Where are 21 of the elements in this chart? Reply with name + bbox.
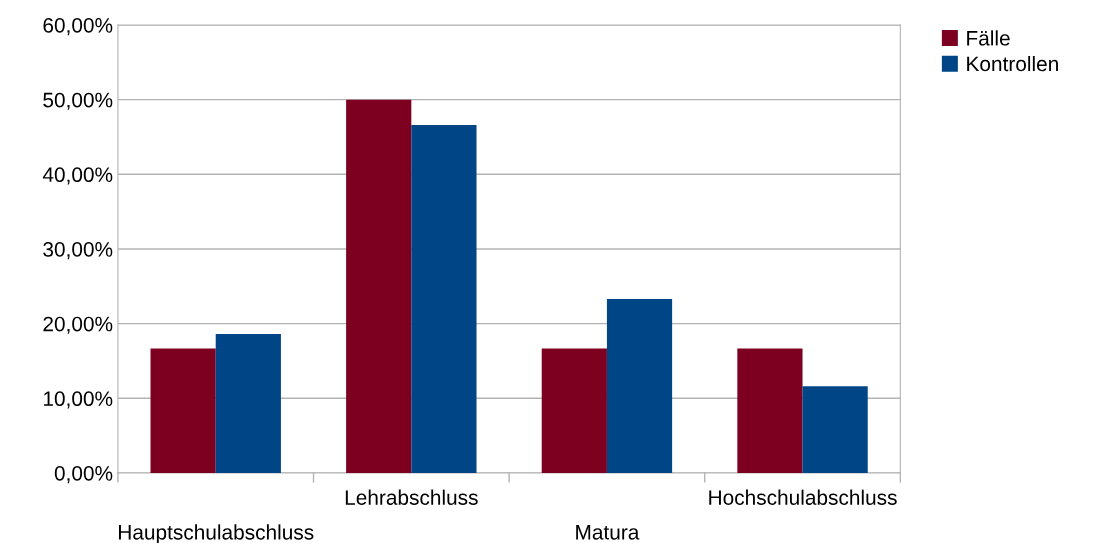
- legend-label: Fälle: [967, 30, 1010, 46]
- x-tick-label: Hauptschulabschluss: [119, 524, 314, 543]
- y-tick-label: 50,00%: [43, 92, 113, 110]
- bar: [411, 125, 477, 473]
- bar: [541, 348, 607, 473]
- y-tick-label: 60,00%: [43, 17, 113, 36]
- y-tick-label: 10,00%: [43, 391, 113, 409]
- y-tick-label: 0,00%: [54, 465, 113, 484]
- bar: [346, 99, 412, 473]
- y-tick-label: 20,00%: [43, 316, 113, 334]
- bar: [150, 348, 216, 473]
- x-tick-label: Hochschulabschluss: [709, 489, 897, 505]
- bar: [606, 298, 673, 473]
- x-tick-label: Lehrabschluss: [345, 489, 478, 505]
- bar: [737, 348, 803, 473]
- legend-label: Kontrollen: [967, 55, 1058, 72]
- bar: [215, 334, 281, 473]
- x-tick-label: Matura: [576, 525, 640, 540]
- bar: [802, 386, 868, 473]
- y-tick-label: 40,00%: [42, 167, 113, 185]
- y-tick-label: 30,00%: [43, 241, 113, 260]
